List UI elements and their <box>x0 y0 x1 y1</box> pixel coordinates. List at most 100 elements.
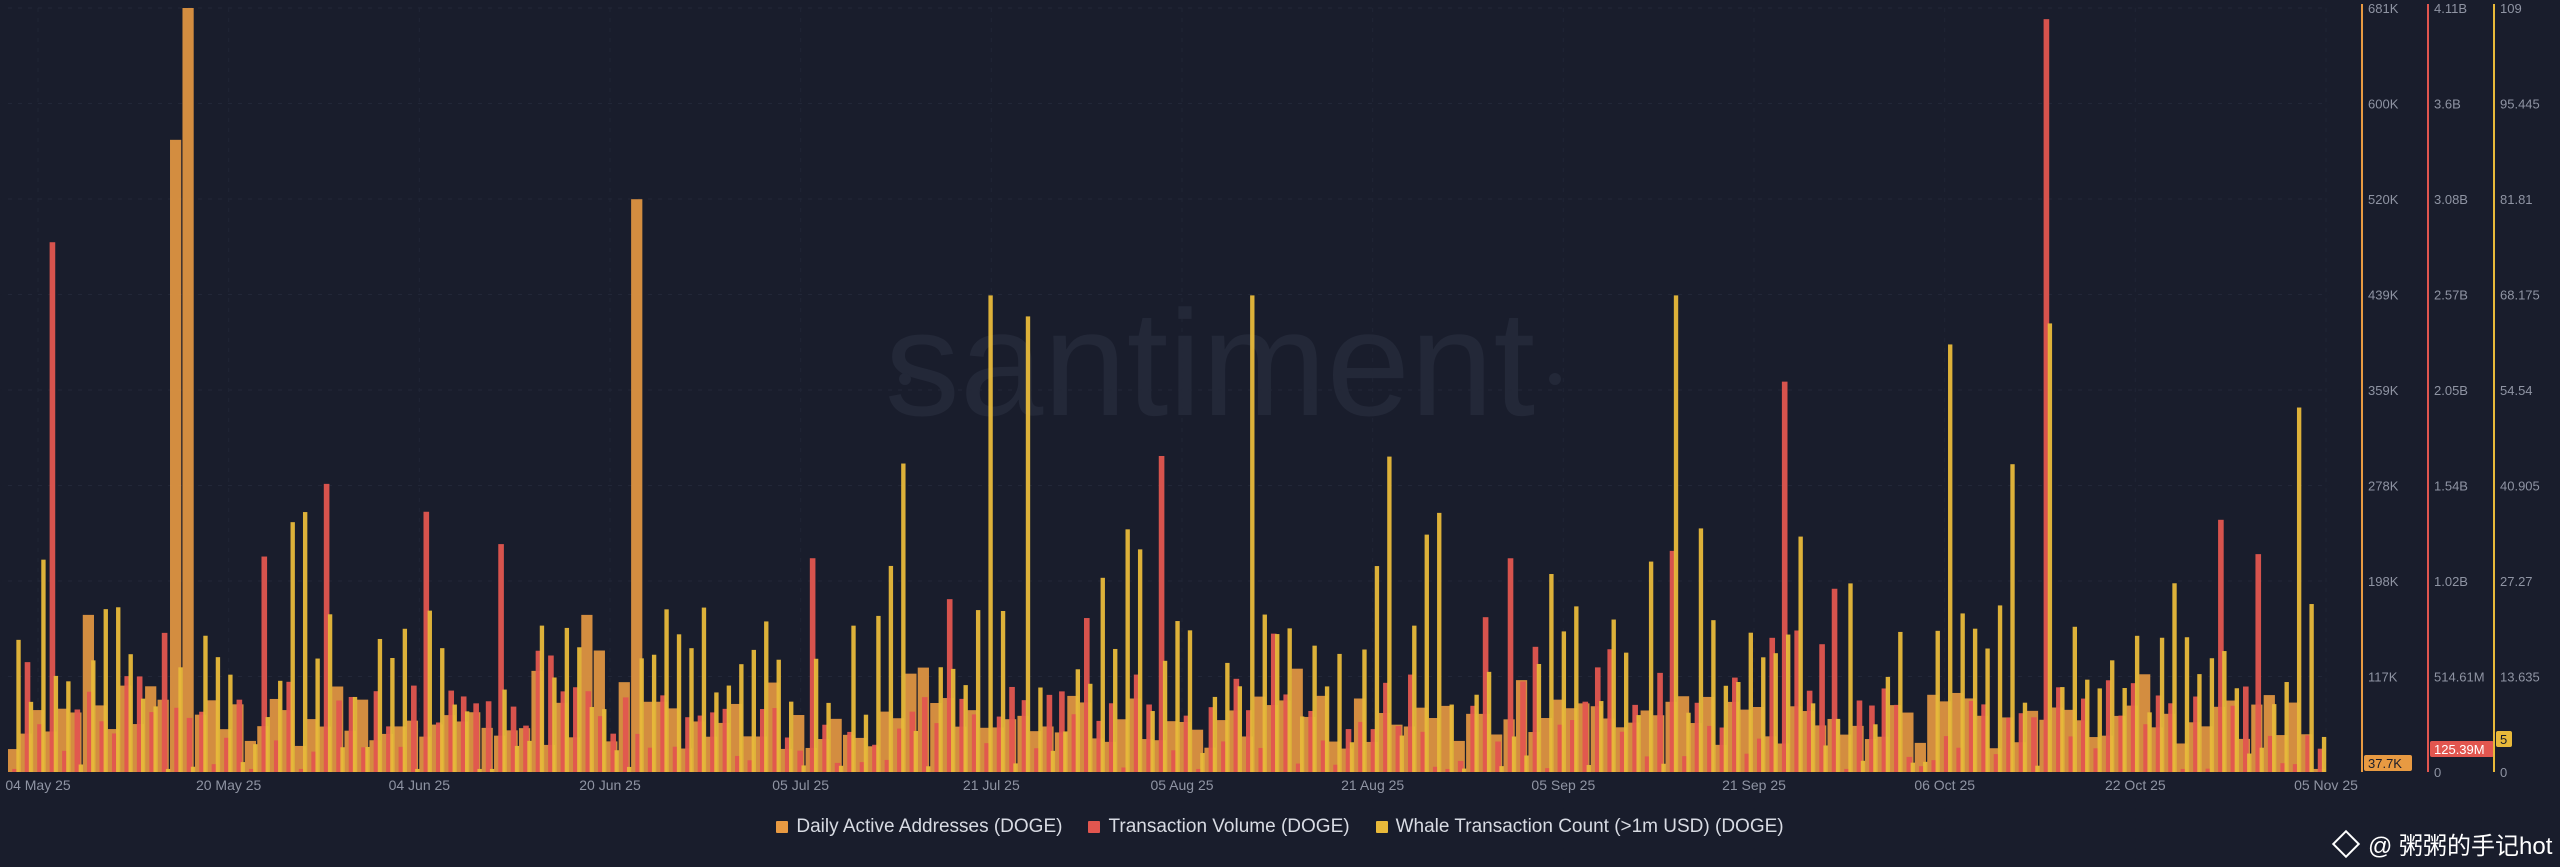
bar-whale <box>1499 766 1504 772</box>
bar-tv <box>1183 715 1190 772</box>
bar-whale <box>1586 765 1591 772</box>
bar-whale <box>53 675 59 772</box>
bar-whale <box>1636 715 1641 772</box>
bar-whale <box>1972 628 1978 772</box>
bar-tv <box>597 716 604 772</box>
bar-tv <box>1819 644 1825 772</box>
bar-tv <box>1856 700 1863 772</box>
bar-whale <box>739 664 744 772</box>
bar-tv <box>660 695 666 772</box>
bar-daa <box>593 650 605 772</box>
bar-tv <box>1034 748 1040 772</box>
bar-whale <box>1250 295 1255 772</box>
y-tick-label: 278K <box>2368 479 2399 494</box>
bar-whale <box>2284 682 2289 772</box>
bar-daa <box>793 715 805 772</box>
bar-whale <box>402 628 408 772</box>
bar-daa <box>1952 692 1964 772</box>
bar-whale <box>1898 631 1903 772</box>
bar-whale <box>851 625 856 772</box>
bar-whale <box>1835 718 1841 772</box>
legend-item-daa[interactable]: Daily Active Addresses (DOGE) <box>776 816 1062 838</box>
bar-whale <box>876 615 881 772</box>
bar-whale <box>1711 620 1716 772</box>
bar-whale <box>701 607 707 772</box>
bar-whale <box>714 692 719 772</box>
bar-daa <box>1640 710 1652 772</box>
legend-item-whale[interactable]: Whale Transaction Count (>1m USD) (DOGE) <box>1375 816 1784 838</box>
bar-tv <box>772 708 779 772</box>
bar-tv <box>996 716 1003 772</box>
bar-tv <box>884 759 891 772</box>
bar-whale <box>2047 323 2053 772</box>
bar-tv <box>1918 766 1925 772</box>
bar-whale <box>826 702 831 772</box>
bar-whale <box>627 766 632 772</box>
bar-tv <box>1657 672 1663 772</box>
bar-tv <box>859 762 866 772</box>
santiment-watermark: santiment <box>885 279 1535 447</box>
y-tick-label: 198K <box>2368 574 2399 589</box>
bar-whale <box>564 627 570 772</box>
bar-tv <box>2043 19 2050 772</box>
bar-whale <box>888 565 894 772</box>
bar-tv <box>1719 727 1726 772</box>
bar-daa <box>1428 718 1440 772</box>
bar-tv <box>124 676 131 772</box>
bar-tv <box>1121 767 1127 772</box>
bar-daa <box>170 139 182 772</box>
bar-tv <box>610 733 617 772</box>
bar-daa <box>1540 718 1553 772</box>
bar-tv <box>622 697 629 772</box>
bar-daa <box>244 740 256 772</box>
bar-whale <box>452 704 457 772</box>
bar-whale <box>1212 696 1218 772</box>
bar-whale <box>1948 344 1953 772</box>
bar-tv <box>1021 700 1028 772</box>
last-value-text: 5 <box>2500 732 2507 747</box>
bar-tv <box>1881 688 1888 772</box>
bar-tv <box>710 712 716 772</box>
bar-whale <box>1150 711 1155 772</box>
bar-tv <box>224 737 230 772</box>
bar-whale <box>2234 688 2240 772</box>
legend-item-tv[interactable]: Transaction Volume (DOGE) <box>1088 816 1350 838</box>
brand-label: @ 粥粥的手记hot <box>2368 833 2553 860</box>
bar-tv <box>1096 720 1103 772</box>
bar-tv <box>1632 704 1638 772</box>
bar-tv <box>647 747 654 772</box>
bar-tv <box>1408 674 1414 772</box>
bar-whale <box>1960 613 1965 772</box>
bar-tv <box>24 662 31 772</box>
bar-whale <box>1200 752 1205 772</box>
bar-whale <box>1050 750 1056 772</box>
bar-tv <box>498 544 504 772</box>
bar-tv <box>1744 753 1751 772</box>
bar-tv <box>1993 754 2000 772</box>
bar-daa <box>880 711 892 772</box>
bar-tv <box>373 691 380 772</box>
bar-series <box>8 8 2327 773</box>
bar-daa <box>1254 696 1266 772</box>
bar-tv <box>2080 698 2087 772</box>
bar-whale <box>477 768 482 772</box>
bar-tv <box>1108 703 1115 772</box>
bar-whale <box>390 657 395 772</box>
bar-whale <box>1736 682 1741 772</box>
x-tick-label: 21 Jul 25 <box>963 777 1020 793</box>
bar-tv <box>872 744 878 772</box>
bar-tv <box>1956 747 1962 772</box>
y-tick-label: 109 <box>2500 1 2522 16</box>
bar-tv <box>971 714 978 772</box>
bar-tv <box>1781 381 1788 772</box>
bar-tv <box>2068 736 2075 772</box>
bar-tv <box>672 746 679 772</box>
bar-tv <box>1732 677 1738 772</box>
bar-daa <box>1902 712 1914 772</box>
bar-tv <box>323 483 330 772</box>
bar-tv <box>1769 637 1776 772</box>
bar-whale <box>1299 716 1305 772</box>
bar-tv <box>697 715 704 772</box>
bar-whale <box>178 667 183 772</box>
bar-whale <box>489 768 495 772</box>
